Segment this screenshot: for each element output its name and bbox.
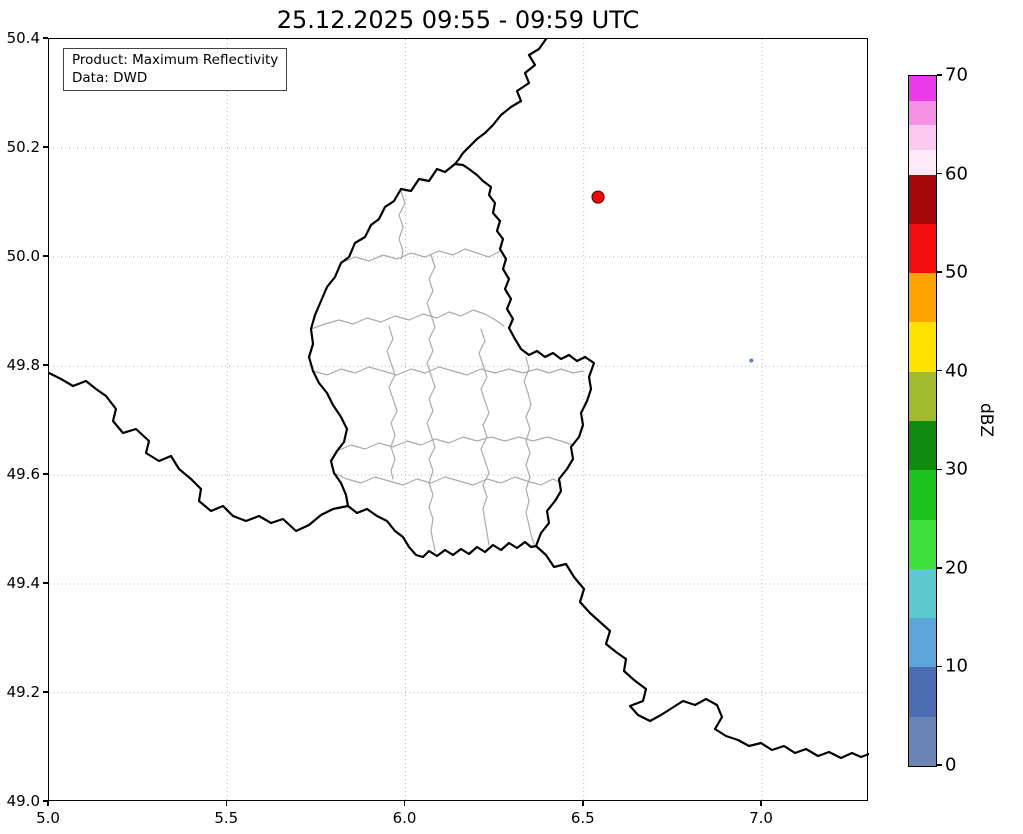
colorbar-segment xyxy=(909,469,936,520)
national-border-path xyxy=(534,544,869,760)
radar-echo-marker xyxy=(749,358,754,363)
x-tick-mark xyxy=(47,801,49,806)
product-info-line: Product: Maximum Reflectivity xyxy=(72,52,279,68)
y-tick-mark xyxy=(43,473,48,475)
colorbar-tick-label: 60 xyxy=(945,163,968,185)
x-tick-label: 7.0 xyxy=(749,809,773,827)
canton-border-path xyxy=(336,436,574,452)
canton-border-path xyxy=(312,366,584,376)
y-tick-label: 49.2 xyxy=(6,683,40,701)
colorbar-segment xyxy=(909,617,936,668)
y-tick-mark xyxy=(43,255,48,257)
colorbar-tick-label: 50 xyxy=(945,261,968,283)
map-plot-area: Product: Maximum Reflectivity Data: DWD xyxy=(48,38,869,802)
colorbar-tick-mark xyxy=(937,468,942,471)
colorbar-axis-label: dBZ xyxy=(976,402,996,438)
national-borders xyxy=(49,39,869,760)
colorbar-segment xyxy=(909,100,936,126)
colorbar-segment xyxy=(909,321,936,372)
y-tick-label: 49.4 xyxy=(6,574,40,592)
y-tick-mark xyxy=(43,582,48,584)
colorbar-tick-mark xyxy=(937,172,942,175)
colorbar-tick-mark xyxy=(937,369,942,372)
colorbar-segment xyxy=(909,420,936,471)
national-border-path xyxy=(453,39,548,166)
colorbar-tick-mark xyxy=(937,665,942,668)
canton-border-path xyxy=(426,254,436,552)
colorbar-segment xyxy=(909,75,936,101)
national-border-path xyxy=(307,162,596,559)
colorbar xyxy=(908,75,937,767)
x-tick-label: 5.0 xyxy=(36,809,60,827)
canton-border-path xyxy=(386,325,398,480)
map-canvas xyxy=(49,39,869,802)
y-tick-mark xyxy=(43,691,48,693)
canton-border-path xyxy=(340,248,501,264)
radar-echoes xyxy=(591,190,754,363)
y-tick-mark xyxy=(43,37,48,39)
y-tick-label: 50.0 xyxy=(6,247,40,265)
colorbar-tick-label: 30 xyxy=(945,458,968,480)
colorbar-segment xyxy=(909,149,936,175)
colorbar-tick-mark xyxy=(937,764,942,766)
colorbar-tick-mark xyxy=(937,271,942,273)
colorbar-tick-mark xyxy=(937,567,942,569)
x-tick-mark xyxy=(403,801,406,806)
radar-echo-marker xyxy=(591,190,605,204)
colorbar-segment xyxy=(909,371,936,421)
x-tick-mark xyxy=(225,801,227,806)
colorbar-tick-label: 0 xyxy=(945,754,957,776)
canton-border-path xyxy=(333,472,562,486)
x-tick-mark xyxy=(582,801,584,806)
product-info-box: Product: Maximum Reflectivity Data: DWD xyxy=(63,48,288,92)
colorbar-tick-label: 70 xyxy=(945,64,968,86)
colorbar-tick-label: 20 xyxy=(945,557,968,579)
y-tick-mark xyxy=(43,146,48,148)
colorbar-segment xyxy=(909,223,936,274)
colorbar-segment xyxy=(909,124,936,150)
y-tick-label: 50.4 xyxy=(6,29,40,47)
colorbar-segment xyxy=(909,519,936,569)
colorbar-segment xyxy=(909,568,936,619)
y-tick-label: 50.2 xyxy=(6,138,40,156)
canton-border-path xyxy=(310,309,505,330)
x-tick-label: 5.5 xyxy=(214,809,239,827)
colorbar-tick-label: 10 xyxy=(945,655,968,677)
canton-border-path xyxy=(398,190,406,260)
data-source-line: Data: DWD xyxy=(72,69,148,86)
colorbar-segment xyxy=(909,272,936,323)
colorbar-tick-mark xyxy=(937,74,942,76)
y-tick-mark xyxy=(43,364,48,366)
canton-border-path xyxy=(478,328,490,546)
colorbar-segment xyxy=(909,716,936,766)
x-tick-label: 6.5 xyxy=(570,809,595,827)
plot-title: 25.12.2025 09:55 - 09:59 UTC xyxy=(276,6,640,34)
x-tick-mark xyxy=(760,801,762,806)
y-tick-label: 49.8 xyxy=(6,356,40,374)
canton-border-path xyxy=(523,356,535,545)
y-tick-mark xyxy=(43,800,48,802)
colorbar-segment xyxy=(909,666,936,717)
canton-borders xyxy=(310,190,584,552)
colorbar-tick-label: 40 xyxy=(945,360,968,382)
national-border-path xyxy=(49,371,350,533)
y-tick-label: 49.0 xyxy=(6,792,40,810)
x-tick-label: 6.0 xyxy=(392,809,417,827)
gridlines xyxy=(49,39,869,802)
y-tick-label: 49.6 xyxy=(6,465,40,483)
colorbar-segment xyxy=(909,174,936,224)
